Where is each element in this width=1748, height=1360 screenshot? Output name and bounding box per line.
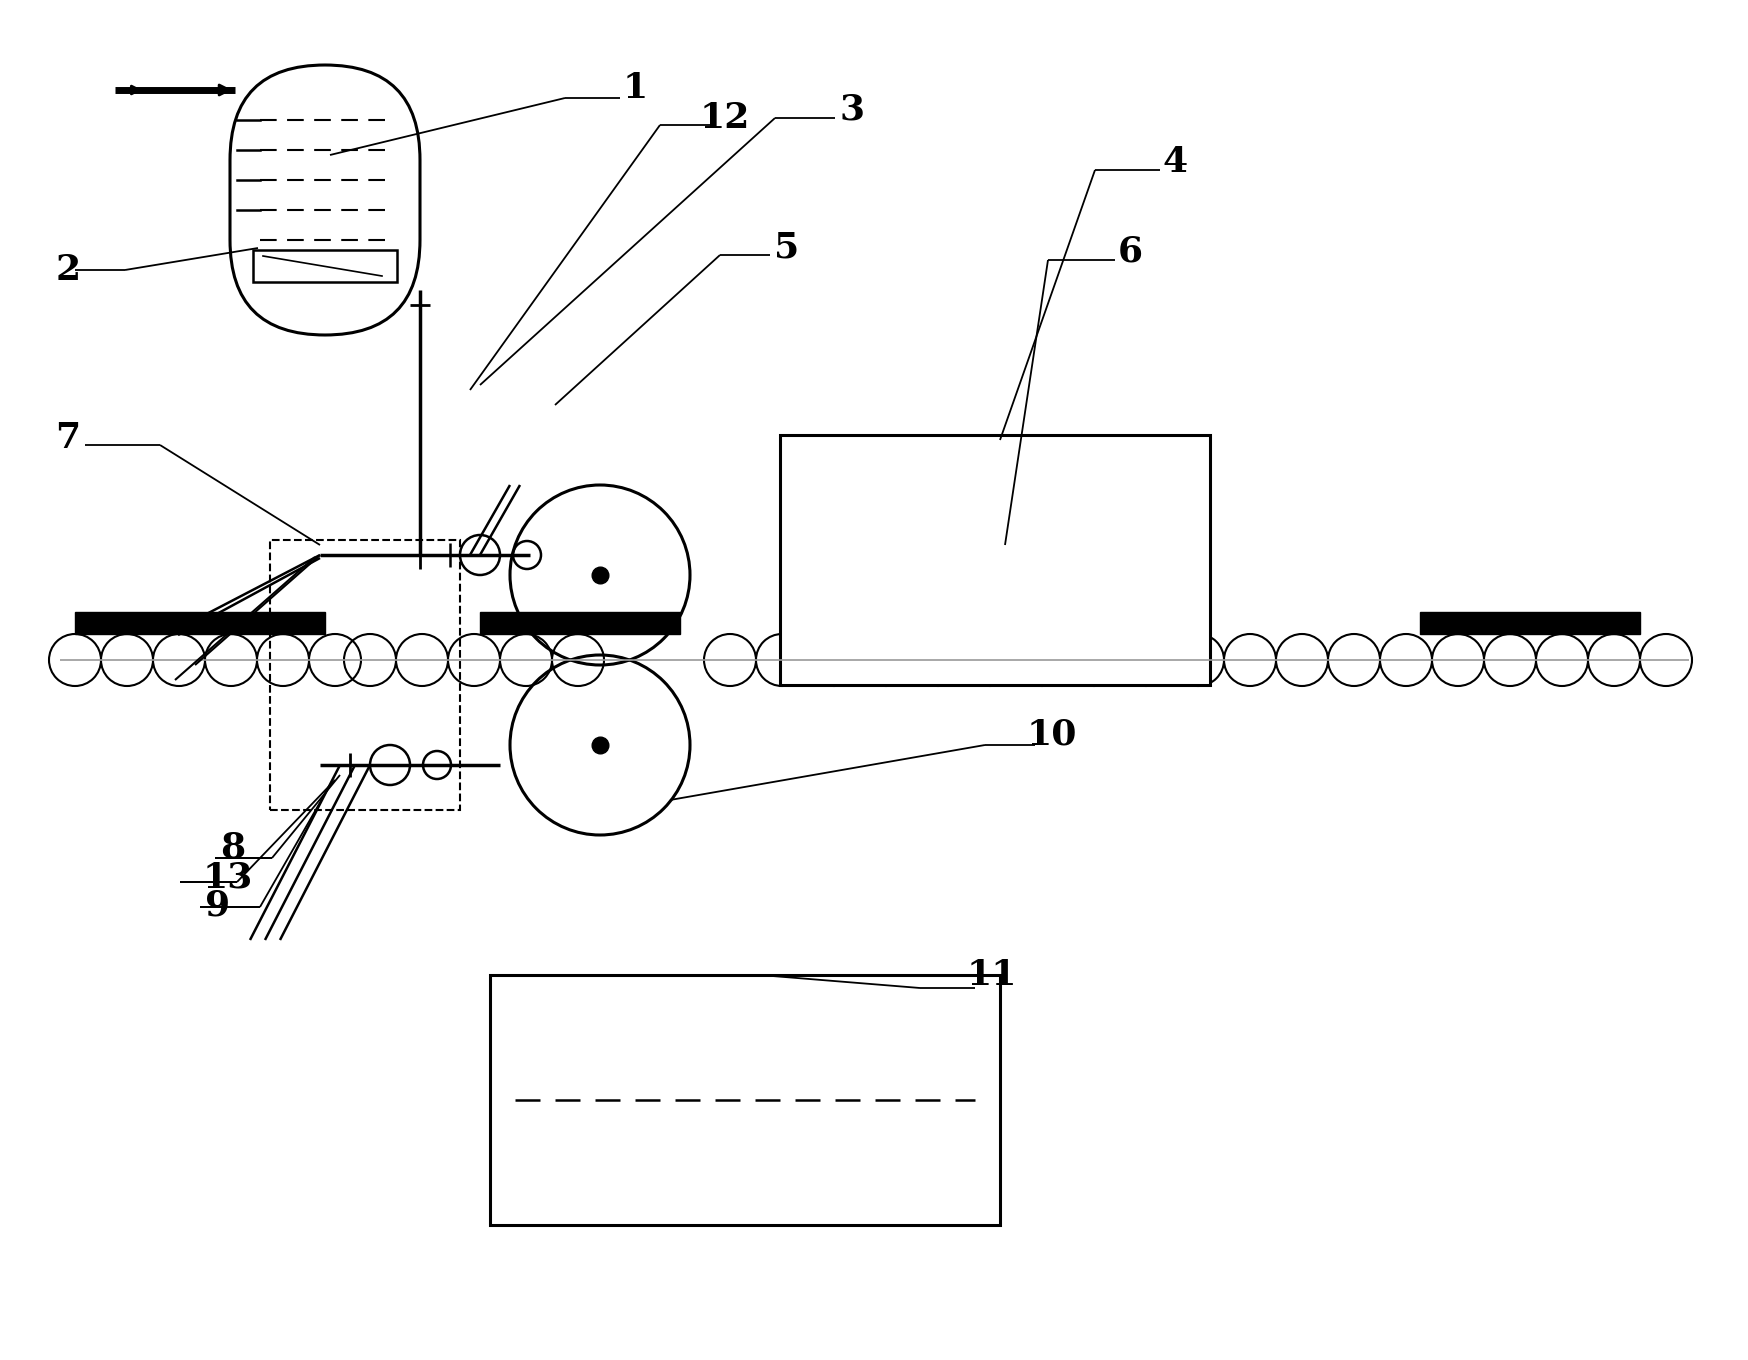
Text: 4: 4 <box>1162 146 1187 180</box>
Text: 10: 10 <box>1026 718 1077 752</box>
Bar <box>489 975 1000 1225</box>
Text: 5: 5 <box>774 231 799 265</box>
Text: 12: 12 <box>699 101 750 135</box>
Text: 11: 11 <box>967 957 1017 991</box>
Bar <box>269 540 460 811</box>
Bar <box>1419 612 1640 634</box>
Bar <box>479 612 680 634</box>
Text: 1: 1 <box>622 71 647 105</box>
Bar <box>75 612 325 634</box>
Text: 2: 2 <box>56 253 80 287</box>
Text: 6: 6 <box>1117 235 1141 269</box>
Text: 7: 7 <box>56 422 80 456</box>
Bar <box>780 435 1210 685</box>
Text: 3: 3 <box>839 92 864 126</box>
Text: 8: 8 <box>220 831 245 865</box>
Text: 9: 9 <box>205 888 231 922</box>
Bar <box>253 250 397 282</box>
Text: 13: 13 <box>203 861 253 895</box>
